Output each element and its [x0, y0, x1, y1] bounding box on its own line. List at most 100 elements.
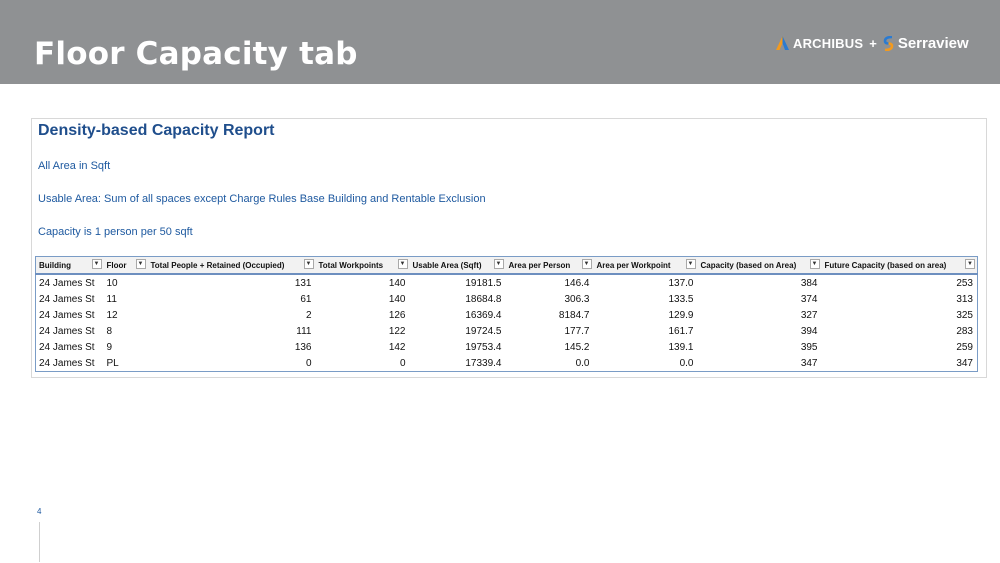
table-cell: 19753.4	[465, 341, 502, 353]
report-title: Density-based Capacity Report	[38, 122, 275, 139]
footer-divider	[39, 522, 40, 562]
table-cell: 394	[800, 325, 818, 337]
table-cell: 19181.5	[465, 277, 502, 289]
note-capacity-rule: Capacity is 1 person per 50 sqft	[38, 226, 193, 238]
page-number: 4	[37, 507, 42, 516]
table-cell: 327	[800, 309, 818, 321]
archibus-wordmark: ARCHIBUS	[793, 35, 864, 51]
table-cell: 140	[388, 293, 406, 305]
table-cell: 137.0	[668, 277, 694, 289]
table-cell: 374	[800, 293, 818, 305]
table-cell: 24 James St	[39, 325, 95, 337]
table-cell: 347	[697, 355, 822, 372]
report-panel: Density-based Capacity Report All Area i…	[31, 118, 987, 378]
table-cell: 325	[956, 309, 973, 321]
table-cell: 283	[956, 325, 973, 337]
table-cell: 111	[296, 325, 312, 337]
serraview-logo-icon	[883, 35, 894, 51]
column-header: Total Workpoints ▼	[315, 256, 410, 275]
table-cell: 10	[106, 277, 118, 289]
table-header-row: Building ▼ Floor ▼ Total People + Retained…	[35, 256, 978, 275]
table-cell: 24 James St	[35, 355, 104, 372]
column-header-label: Floor	[106, 260, 127, 270]
note-usable-area: Usable Area: Sum of all spaces except Ch…	[38, 193, 486, 205]
table-cell: 131	[294, 277, 312, 289]
filter-dropdown-icon[interactable]: ▼	[135, 259, 146, 269]
note-area-units: All Area in Sqft	[38, 160, 111, 172]
filter-dropdown-icon[interactable]: ▼	[965, 259, 975, 269]
table-cell: 177.7	[564, 325, 590, 337]
brand-logo: ARCHIBUS + Serraview	[776, 34, 969, 52]
column-header-label: Area per Workpoint	[596, 260, 671, 270]
table-cell: 142	[388, 341, 406, 353]
table-cell: 12	[106, 309, 118, 321]
table-cell: 8184.7	[558, 309, 590, 321]
table-cell: 24 James St	[39, 341, 95, 353]
table-cell: 146.4	[564, 277, 590, 289]
table-cell: 11	[106, 293, 117, 305]
table-cell: 313	[956, 293, 973, 305]
column-header: Area per Person ▼	[505, 256, 594, 275]
table-row: 24 James St 10 131 140 19181.5 146.4 137…	[36, 274, 978, 291]
table-cell: 306.3	[564, 293, 590, 305]
capacity-table: Building ▼ Floor ▼ Total People + Retained…	[35, 256, 978, 372]
column-header-label: Usable Area (Sqft)	[412, 260, 482, 270]
table-cell: 0	[315, 355, 410, 372]
table-cell: 145.2	[564, 341, 590, 353]
table-cell: 9	[106, 341, 113, 353]
column-header: Future Capacity (based on area) ▼	[821, 256, 978, 275]
table-cell: 129.9	[668, 309, 694, 321]
table-cell: 140	[388, 277, 406, 289]
logo-plus: +	[869, 35, 877, 51]
table-cell: 259	[956, 341, 973, 353]
table-cell: 0.0	[505, 355, 594, 372]
table-cell: 384	[800, 277, 818, 289]
table-cell: 126	[388, 309, 406, 321]
filter-dropdown-icon[interactable]: ▼	[91, 259, 102, 269]
table-cell: 2	[305, 309, 312, 321]
table-cell: 19724.5	[465, 325, 502, 337]
column-header: Total People + Retained (Occupied) ▼	[147, 256, 316, 275]
column-header: Area per Workpoint ▼	[593, 256, 698, 275]
table-cell: 8	[106, 325, 113, 337]
table-cell: 16369.4	[465, 309, 502, 321]
column-header-label: Area per Person	[508, 260, 571, 270]
filter-dropdown-icon[interactable]: ▼	[581, 259, 592, 269]
table-cell: 347	[821, 355, 978, 372]
column-header: Capacity (based on Area) ▼	[697, 256, 822, 275]
table-cell: 161.7	[668, 325, 694, 337]
slide-title: Floor Capacity tab	[34, 36, 358, 72]
table-cell: 24 James St	[39, 277, 95, 289]
table-row: 24 James St 9 136 142 19753.4 145.2 139.…	[36, 339, 978, 355]
column-header: Floor ▼	[103, 256, 148, 275]
table-cell: 0	[147, 355, 316, 372]
table-row: 24 James St 11 61 140 18684.8 306.3 133.…	[36, 291, 978, 307]
table-cell: 136	[294, 341, 312, 353]
table-cell: 122	[388, 325, 406, 337]
filter-dropdown-icon[interactable]: ▼	[303, 259, 314, 269]
column-header-label: Total People + Retained (Occupied)	[150, 260, 285, 270]
table-cell: 17339.4	[409, 355, 506, 372]
table-cell: 24 James St	[39, 293, 95, 305]
table-cell: 24 James St	[39, 309, 95, 321]
column-header-label: Future Capacity (based on area)	[824, 260, 947, 270]
filter-dropdown-icon[interactable]: ▼	[493, 259, 504, 269]
filter-dropdown-icon[interactable]: ▼	[809, 259, 820, 269]
column-header-label: Capacity (based on Area)	[700, 260, 797, 270]
table-row: 24 James St 8 111 122 19724.5 177.7 161.…	[36, 323, 978, 339]
table-cell: 18684.8	[465, 293, 502, 305]
table-cell: 0.0	[593, 355, 698, 372]
table-row: 24 James St PL 0 0 17339.4 0.0 0.0 347 3…	[35, 355, 978, 372]
table-cell: 139.1	[668, 341, 694, 353]
table-cell: PL	[103, 355, 148, 372]
table-cell: 61	[300, 293, 312, 305]
filter-dropdown-icon[interactable]: ▼	[685, 259, 696, 269]
filter-dropdown-icon[interactable]: ▼	[397, 259, 408, 269]
column-header-label: Total Workpoints	[318, 260, 384, 270]
column-header: Usable Area (Sqft) ▼	[409, 256, 506, 275]
slide-header: Floor Capacity tab ARCHIBUS + Serraview	[0, 0, 1000, 84]
archibus-logo-icon	[776, 36, 789, 50]
serraview-wordmark: Serraview	[897, 34, 969, 52]
table-cell: 395	[800, 341, 818, 353]
column-header-label: Building	[39, 260, 71, 270]
